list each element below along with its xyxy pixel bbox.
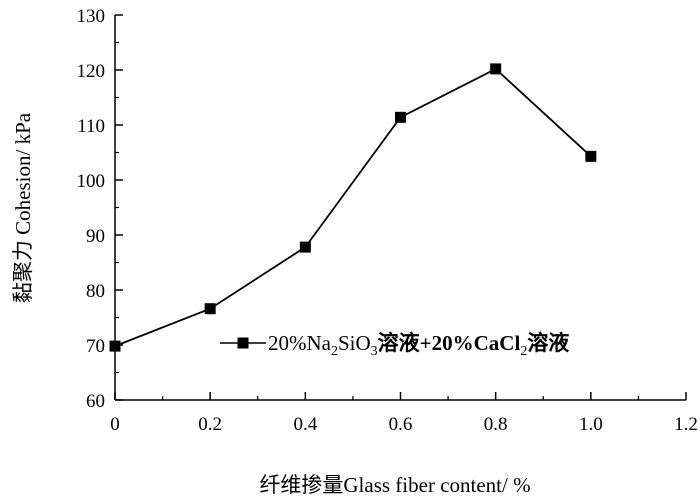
series-group: [109, 63, 597, 352]
x-tick-label: 0.8: [484, 414, 508, 435]
data-point: [585, 150, 597, 162]
y-tick-label: 90: [86, 226, 105, 247]
y-tick-label: 130: [77, 6, 106, 27]
plot-area: 0 0.2 0.4 0.6 0.8 1.0 1.2 60 70 80 90 100 110 120 130: [77, 6, 698, 435]
x-tick-label: 0: [110, 414, 120, 435]
legend-label: 20%Na2SiO3溶液+20%CaCl2溶液: [268, 331, 569, 359]
data-point: [109, 340, 121, 352]
x-ticks: 0 0.2 0.4 0.6 0.8 1.0 1.2: [110, 392, 698, 435]
y-tick-label: 120: [77, 61, 106, 82]
y-axis-title: 黏聚力 Cohesion/ kPa: [11, 112, 35, 303]
legend-marker: [237, 337, 249, 349]
y-tick-label: 110: [77, 116, 105, 137]
y-tick-label: 100: [77, 171, 106, 192]
y-ticks: 60 70 80 90 100 110 120 130: [77, 6, 123, 412]
data-point: [395, 111, 406, 123]
data-point: [204, 303, 216, 315]
y-tick-label: 60: [86, 391, 105, 412]
y-tick-label: 80: [86, 281, 105, 302]
x-tick-label: 0.6: [389, 414, 413, 435]
x-tick-label: 1.0: [579, 414, 603, 435]
y-tick-label: 70: [86, 336, 105, 357]
legend-label-part: 溶液+20%CaCl: [378, 331, 521, 355]
series-line: [114, 67, 592, 347]
x-axis-title: 纤维掺量Glass fiber content/ %: [259, 473, 530, 497]
legend-label-sub: 3: [371, 344, 378, 359]
x-tick-label: 0.2: [198, 414, 222, 435]
legend-label-sub: 2: [520, 344, 527, 359]
legend-label-part: SiO: [338, 331, 371, 355]
data-point: [299, 241, 311, 253]
legend: 20%Na2SiO3溶液+20%CaCl2溶液: [220, 331, 569, 359]
legend-label-part: 溶液: [527, 331, 569, 355]
data-point: [490, 63, 502, 75]
legend-label-sub: 2: [331, 344, 338, 359]
x-tick-label: 0.4: [293, 414, 317, 435]
x-tick-label: 1.2: [674, 414, 698, 435]
legend-label-part: 20%Na: [268, 331, 332, 355]
